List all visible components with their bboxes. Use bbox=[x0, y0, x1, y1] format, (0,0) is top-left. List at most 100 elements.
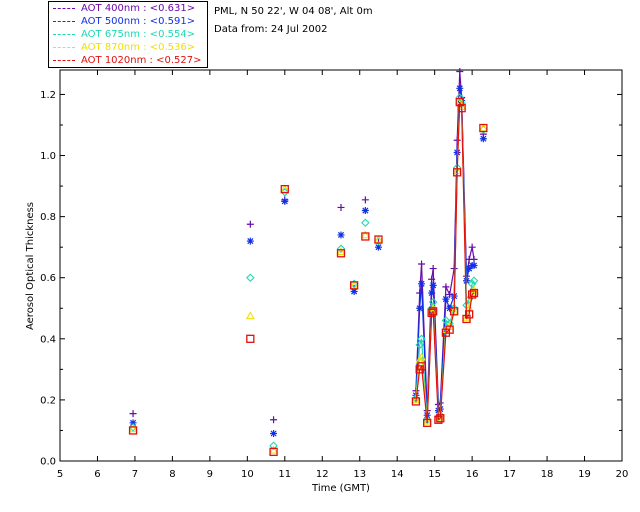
series-line-segment bbox=[439, 332, 447, 419]
data-point bbox=[280, 187, 290, 197]
data-point bbox=[468, 243, 476, 251]
data-point bbox=[411, 394, 421, 403]
data-point bbox=[280, 184, 290, 193]
legend-swatch bbox=[53, 8, 75, 9]
data-point bbox=[411, 395, 421, 404]
series-line-segment bbox=[445, 286, 451, 295]
y-tick-label: 0.2 bbox=[40, 395, 56, 406]
data-point bbox=[470, 255, 478, 263]
series-line-segment bbox=[415, 369, 421, 402]
data-point bbox=[270, 416, 278, 424]
data-point bbox=[418, 280, 426, 288]
y-tick-label: 1.2 bbox=[40, 90, 56, 101]
series-line-segment bbox=[465, 298, 470, 306]
data-point bbox=[467, 279, 477, 289]
legend-item: AOT 1020nm : <0.527> bbox=[49, 54, 207, 67]
data-point bbox=[129, 410, 137, 418]
data-point bbox=[349, 280, 359, 289]
data-point bbox=[423, 418, 432, 427]
location-text: PML, N 50 22', W 04 08', Alt 0m bbox=[214, 6, 373, 17]
data-point bbox=[245, 311, 255, 320]
data-point bbox=[429, 281, 437, 289]
legend-swatch bbox=[53, 34, 75, 35]
data-point bbox=[434, 415, 443, 424]
x-tick-label: 20 bbox=[616, 469, 629, 480]
x-tick-label: 18 bbox=[541, 469, 554, 480]
data-point bbox=[336, 249, 346, 258]
data-point bbox=[349, 281, 359, 290]
axis-ticks: 5 6 7 8 9 10 11 12 13 14 15 16 17 18 19 20 0.0 0.2 0.4 0.6 0… bbox=[40, 70, 628, 480]
data-point bbox=[246, 334, 255, 343]
series-line-segment bbox=[459, 71, 463, 98]
data-point bbox=[129, 419, 137, 427]
data-point bbox=[429, 265, 437, 273]
data-point bbox=[428, 289, 436, 297]
y-tick-label: 1.0 bbox=[40, 151, 56, 162]
data-point bbox=[462, 314, 471, 324]
data-point bbox=[360, 230, 370, 239]
legend-item: AOT 400nm : <0.631> bbox=[49, 2, 207, 15]
data-point bbox=[469, 288, 479, 298]
data-point bbox=[449, 307, 459, 316]
series-line-segment bbox=[471, 292, 475, 295]
data-point bbox=[429, 307, 438, 316]
data-point bbox=[422, 415, 432, 425]
series-line-segment bbox=[453, 172, 458, 312]
data-point bbox=[478, 123, 488, 132]
legend-swatch bbox=[53, 47, 75, 48]
series-line-segment bbox=[438, 417, 441, 421]
data-point bbox=[479, 123, 488, 133]
data-point bbox=[442, 283, 450, 291]
y-axis-label: Aerosol Optical Thickness bbox=[25, 202, 36, 330]
data-point bbox=[269, 447, 278, 456]
series-line-segment bbox=[461, 108, 468, 319]
plot-frame bbox=[59, 69, 623, 462]
series-line-segment bbox=[426, 312, 433, 423]
series-line-segment bbox=[420, 283, 428, 416]
data-point bbox=[456, 84, 464, 92]
data-point bbox=[128, 423, 138, 432]
data-point bbox=[270, 430, 278, 438]
x-tick-label: 10 bbox=[241, 469, 254, 480]
data-point bbox=[361, 196, 369, 204]
data-point bbox=[269, 441, 278, 451]
data-point bbox=[411, 397, 421, 406]
data-point bbox=[416, 304, 424, 312]
x-tick-label: 17 bbox=[503, 469, 516, 480]
data-point bbox=[374, 235, 383, 244]
series-1 bbox=[129, 84, 487, 438]
legend-label: AOT 870nm : <0.536> bbox=[81, 42, 196, 53]
data-point bbox=[281, 197, 289, 205]
legend-label: AOT 1020nm : <0.527> bbox=[81, 55, 202, 66]
data-point bbox=[442, 295, 450, 303]
data-point bbox=[417, 362, 426, 371]
data-point bbox=[128, 426, 138, 435]
legend-item: AOT 870nm : <0.536> bbox=[49, 41, 207, 54]
data-point bbox=[464, 310, 474, 319]
data-point bbox=[350, 287, 358, 295]
series-0 bbox=[129, 68, 487, 424]
data-point bbox=[456, 68, 464, 76]
series-4 bbox=[128, 97, 488, 456]
data-point bbox=[415, 340, 424, 350]
series-line-segment bbox=[449, 295, 455, 309]
data-point bbox=[452, 168, 462, 177]
x-tick-label: 11 bbox=[278, 469, 291, 480]
data-point bbox=[457, 104, 466, 113]
series-line-segment bbox=[449, 268, 455, 295]
y-tick-label: 0.4 bbox=[40, 334, 56, 345]
series-line-segment bbox=[432, 311, 440, 420]
data-point bbox=[361, 207, 369, 215]
x-axis-label: Time (GMT) bbox=[311, 483, 370, 494]
legend-item: AOT 500nm : <0.591> bbox=[49, 15, 207, 28]
data-point bbox=[128, 424, 138, 433]
series-line-segment bbox=[415, 308, 421, 396]
data-point bbox=[417, 334, 426, 344]
data-point bbox=[349, 279, 359, 289]
data-point bbox=[361, 232, 370, 241]
data-point bbox=[280, 184, 289, 194]
data-point bbox=[449, 306, 459, 315]
x-tick-label: 14 bbox=[391, 469, 404, 480]
series-line-segment bbox=[456, 102, 461, 173]
